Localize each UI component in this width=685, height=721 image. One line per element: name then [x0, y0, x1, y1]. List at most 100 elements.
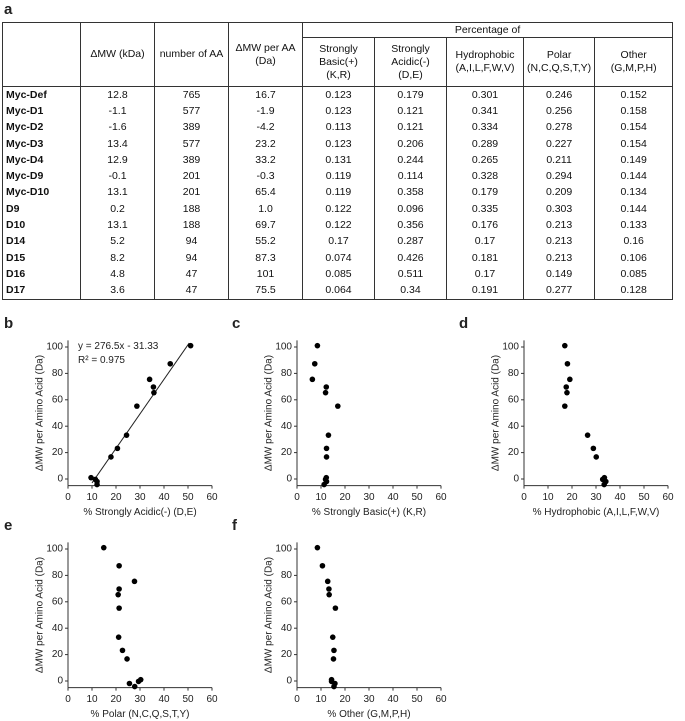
x-tick-label: 20 — [339, 492, 351, 503]
x-tick-label: 0 — [65, 492, 71, 503]
point — [601, 474, 608, 481]
table-cell: 389 — [154, 119, 229, 136]
table-cell: 13.4 — [80, 135, 155, 153]
point — [564, 360, 571, 367]
table-cell: 0.064 — [302, 282, 375, 300]
panel-label: b — [4, 315, 13, 332]
panel-label: c — [232, 315, 240, 332]
table-cell: 577 — [154, 135, 229, 153]
table-cell: 0.119 — [302, 184, 375, 202]
column-label: Polar — [546, 49, 572, 61]
table-cell: 0.287 — [374, 233, 447, 250]
table-cell: 0.289 — [446, 135, 524, 153]
point — [123, 432, 130, 438]
table-cell: 0.277 — [522, 282, 596, 300]
x-tick-label: 30 — [363, 492, 375, 503]
table-cell: 0.131 — [302, 152, 375, 169]
y-axis-label: ΔMW per Amino Acid (Da) — [264, 355, 275, 471]
point — [326, 586, 332, 592]
y-tick-label: 100 — [502, 342, 519, 353]
trend-line — [91, 342, 190, 484]
column-header: Hydrophobic (A,I,L,F,W,V) — [446, 37, 524, 87]
table-cell: 0.074 — [302, 249, 375, 267]
table-cell: 0.119 — [302, 168, 375, 185]
y-tick-label: 20 — [52, 649, 64, 660]
x-tick-label: 50 — [411, 492, 423, 503]
x-tick-label: 30 — [134, 492, 146, 503]
point — [151, 389, 157, 396]
table-cell: 0.122 — [302, 201, 375, 218]
table-cell: 0.096 — [374, 201, 447, 218]
table-cell: 0.356 — [374, 217, 447, 234]
table-cell: 0.123 — [302, 103, 375, 120]
x-tick-label: 0 — [65, 694, 71, 705]
point — [328, 676, 335, 683]
table-cell: 0.134 — [594, 184, 674, 202]
y-tick-label: 80 — [508, 368, 520, 379]
table-row: Myc-D1 -1.1 577 -1.9 0.123 0.121 0.341 0.256 0.1… — [2, 103, 674, 120]
table-cell: 0.128 — [594, 282, 674, 300]
table-row: D16 4.8 47 101 0.085 0.511 0.17 0.149 0.085 — [2, 266, 674, 283]
table-cell: 0.191 — [446, 282, 524, 300]
table-cell: 0.303 — [522, 201, 596, 218]
panel-label: f — [232, 517, 238, 534]
point — [134, 403, 140, 409]
y-tick-label: 0 — [57, 474, 63, 485]
table-cell: 0.213 — [522, 233, 596, 250]
y-tick-label: 40 — [508, 421, 520, 432]
y-tick-label: 100 — [46, 342, 63, 353]
y-tick-label: 20 — [281, 447, 293, 458]
table-row: Myc-D10 13.1 201 65.4 0.119 0.358 0.179 0.209 0.… — [2, 184, 674, 202]
table-cell: 0.213 — [522, 217, 596, 234]
table-cell: 0.335 — [446, 201, 524, 218]
table-cell: 0.106 — [594, 249, 674, 267]
table-cell: 0.16 — [594, 233, 674, 250]
table-cell: 0.179 — [446, 184, 524, 202]
point — [322, 389, 329, 396]
table-cell: Myc-D1 — [2, 103, 81, 120]
point — [563, 384, 570, 390]
table-cell: 0.301 — [446, 86, 524, 104]
table-cell: 0.278 — [522, 119, 596, 136]
table-cell: 0.152 — [594, 86, 674, 104]
point — [116, 586, 122, 592]
table-cell: 0.149 — [522, 266, 596, 283]
point — [330, 656, 337, 662]
table-row: Myc-D3 13.4 577 23.2 0.123 0.206 0.289 0.227 0.1… — [2, 135, 674, 153]
y-tick-label: 60 — [508, 394, 520, 405]
table-cell: 0.265 — [446, 152, 524, 169]
x-tick-label: 30 — [363, 694, 375, 705]
point — [331, 647, 337, 654]
table-cell: 0.149 — [594, 152, 674, 169]
table-cell: 4.8 — [80, 266, 155, 283]
point — [314, 342, 321, 349]
column-label: Other — [620, 49, 647, 61]
table-cell: 0.085 — [302, 266, 375, 283]
y-tick-label: 80 — [52, 570, 64, 581]
x-tick-label: 0 — [294, 694, 300, 705]
point — [92, 476, 99, 483]
table-cell: 0.294 — [522, 168, 596, 185]
y-tick-label: 0 — [286, 676, 292, 687]
table-cell: 5.2 — [80, 233, 155, 250]
x-tick-label: 20 — [110, 492, 122, 503]
x-tick-label: 10 — [542, 492, 554, 503]
x-tick-label: 10 — [86, 492, 98, 503]
y-tick-label: 40 — [52, 623, 64, 634]
point — [116, 605, 122, 611]
point — [88, 474, 94, 481]
table-cell: 0.121 — [374, 103, 447, 120]
y-tick-label: 100 — [275, 544, 292, 555]
point — [321, 481, 327, 488]
table-cell: 87.3 — [228, 249, 303, 267]
panel-label: a — [4, 1, 13, 18]
table-cell: 0.085 — [594, 266, 674, 283]
table-cell: 0.358 — [374, 184, 447, 202]
y-tick-label: 100 — [275, 342, 292, 353]
table-cell: 13.1 — [80, 217, 155, 234]
table-cell: 0.2 — [80, 201, 155, 218]
x-tick-label: 20 — [110, 694, 122, 705]
table-cell: Myc-D4 — [2, 152, 81, 169]
point — [114, 445, 121, 452]
